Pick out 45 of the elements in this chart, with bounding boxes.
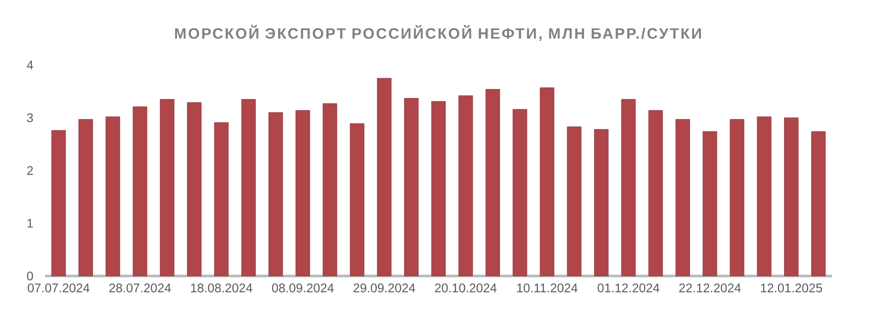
bar xyxy=(132,106,148,276)
x-tick-label: 29.09.2024 xyxy=(354,284,416,292)
bar xyxy=(78,119,93,276)
bar xyxy=(594,129,609,276)
bar xyxy=(106,116,120,276)
y-tick-label: 1 xyxy=(27,218,33,228)
bar xyxy=(51,130,66,276)
y-tick-label: 0 xyxy=(27,272,33,280)
x-tick-label: 12.01.2025 xyxy=(760,284,822,292)
bar xyxy=(214,122,229,276)
y-tick-label: 2 xyxy=(27,166,33,175)
x-tick-label: 28.07.2024 xyxy=(109,284,171,292)
bar xyxy=(404,98,419,276)
bar xyxy=(567,126,582,276)
bar xyxy=(350,123,364,276)
bar xyxy=(486,89,500,276)
bar xyxy=(784,118,799,276)
bar xyxy=(540,87,554,276)
bar xyxy=(160,99,174,276)
bar xyxy=(377,78,392,276)
y-tick-label: 4 xyxy=(26,60,34,70)
bar xyxy=(811,131,826,276)
bar xyxy=(458,95,473,276)
bar xyxy=(676,119,690,276)
bar xyxy=(756,116,772,276)
y-tick-label: 3 xyxy=(27,113,33,122)
bar xyxy=(512,109,528,276)
x-tick-label: 22.12.2024 xyxy=(679,284,741,292)
bar xyxy=(268,112,283,276)
bar xyxy=(648,110,663,276)
bar xyxy=(296,110,310,276)
x-tick-label: 01.12.2024 xyxy=(598,284,660,292)
bar xyxy=(621,99,636,276)
chart-title: МОРСКОЙ ЭКСПОРТ РОССИЙСКОЙ НЕФТИ, МЛН БАРР./СУТКИ xyxy=(175,25,701,41)
x-tick-label: 07.07.2024 xyxy=(28,284,90,292)
bar xyxy=(730,119,744,276)
x-tick-label: 20.10.2024 xyxy=(434,284,497,292)
bar xyxy=(702,131,718,276)
bar xyxy=(241,99,256,276)
x-tick-label: 08.09.2024 xyxy=(272,284,334,292)
x-tick-label: 10.11.2024 xyxy=(517,284,578,292)
bar xyxy=(431,101,446,276)
x-tick-label: 18.08.2024 xyxy=(191,284,252,292)
bar xyxy=(322,103,338,276)
bar xyxy=(187,102,202,276)
